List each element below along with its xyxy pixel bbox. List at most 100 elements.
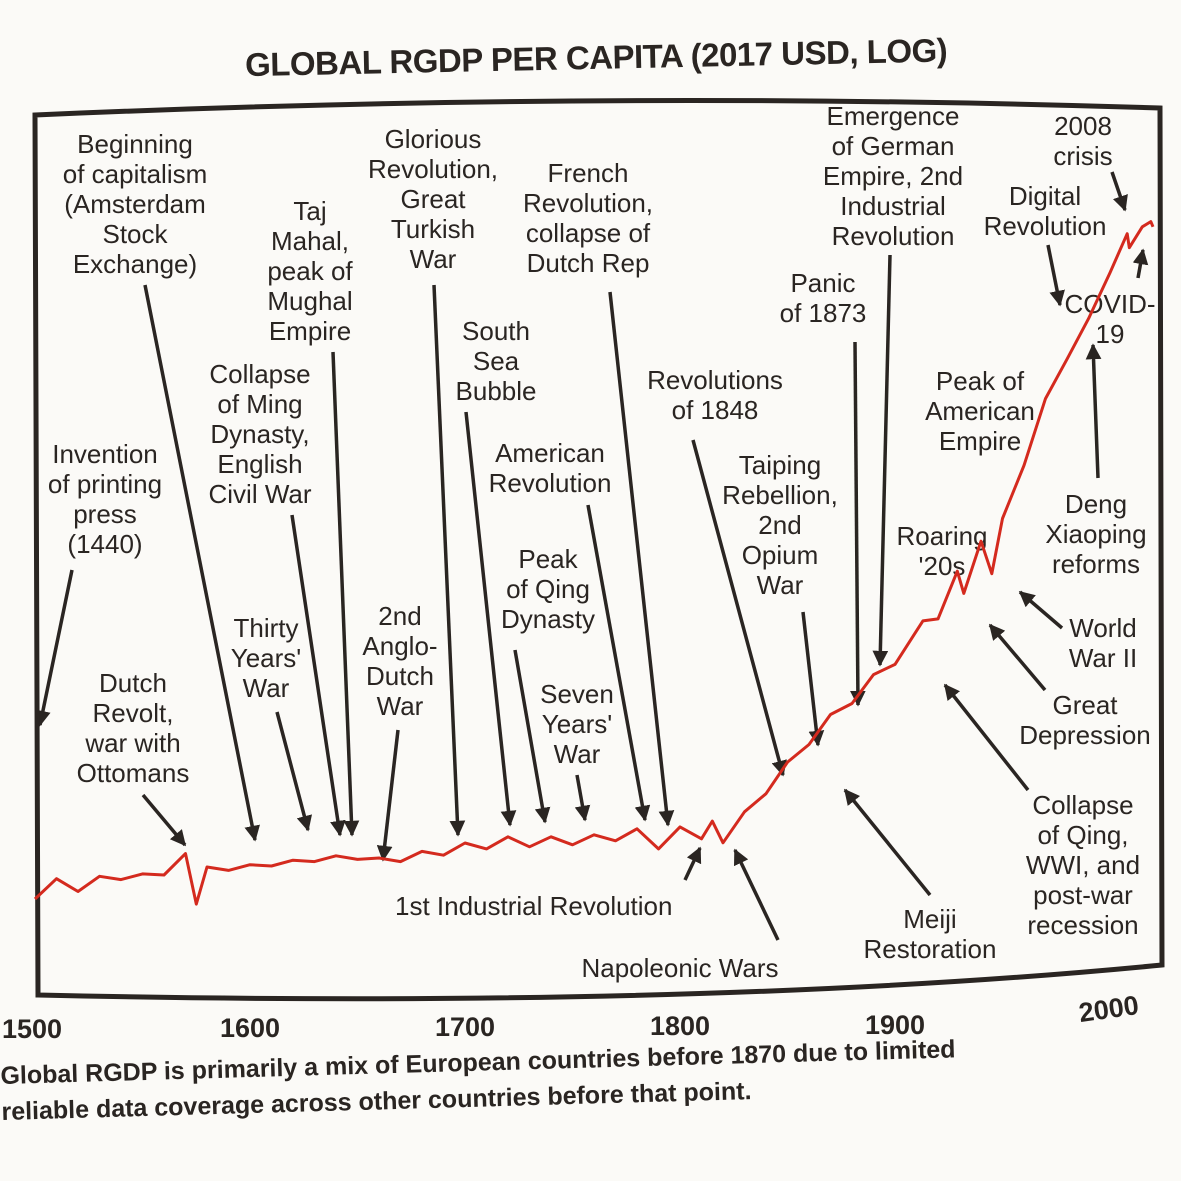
annotation-line: Peak [518,544,578,574]
annotation-line: Bubble [456,376,537,406]
annotation-line: (1440) [67,529,142,559]
annotation-line: Years' [231,643,302,673]
annotation-arrow [275,711,313,832]
annotation-line: Xiaoping [1045,519,1146,549]
annotation-line: recession [1027,910,1138,940]
annotation-line: Revolution [832,221,955,251]
annotation-line: Exchange) [73,249,197,279]
annotation-line: of printing [48,469,162,499]
annotation-line: of Qing [506,574,590,604]
annotation-line: Peak of [936,366,1025,396]
annotation-line: Great [1052,690,1118,720]
annotation-arrow [513,649,551,824]
annotation-line: Mughal [267,286,352,316]
annotation-label: World War II [1069,613,1137,673]
annotation-line: Empire [939,426,1021,456]
annotation-line: Depression [1019,720,1151,750]
annotation-arrow [1132,248,1149,279]
annotation-label: Collapse of Ming Dynasty, English Civil War [208,359,311,509]
annotation-line: of German [832,131,955,161]
annotation-line: of Qing, [1037,820,1128,850]
annotation-line: peak of [267,256,353,286]
annotation-label: Roaring '20s [896,521,987,581]
annotation-line: Revolt, [93,698,174,728]
annotation-line: War [757,570,804,600]
annotation-line: of capitalism [63,159,208,189]
annotation-line: Dynasty [501,604,595,634]
annotation-line: Dutch Rep [527,248,650,278]
annotation-line: Roaring [896,521,987,551]
annotation-label: Thirty Years' War [231,613,302,703]
x-tick-label: 1800 [650,1011,710,1041]
annotation-line: (Amsterdam [64,189,206,219]
annotation-line: American [925,396,1035,426]
annotation-label: Taiping Rebellion, 2nd Opium War [722,450,838,600]
annotation-arrow [574,774,591,822]
annotation-arrow [608,291,675,827]
annotation-line: 1st Industrial Revolution [395,891,672,921]
annotation-line: Civil War [208,479,311,509]
annotation-arrow [850,341,866,707]
annotation-line: WWI, and [1026,850,1140,880]
annotation-line: Collapse [1032,790,1133,820]
annotation-line: Collapse [209,359,310,389]
annotation-line: War [554,739,601,769]
annotation-line: post-war [1033,880,1133,910]
annotation-label: 2008 crisis [1053,111,1112,171]
annotation-label: Emergence of German Empire, 2nd Industrial R… [823,101,963,251]
annotation-label: Peak of American Empire [925,366,1035,456]
annotation-line: Revolutions [647,365,783,395]
x-tick-label: 1900 [865,1010,925,1040]
annotation-line: of Ming [217,389,302,419]
annotation-line: Dutch [99,668,167,698]
annotation-label: Great Depression [1019,690,1151,750]
annotation-arrow [143,284,260,842]
annotation-label: COVID-19 [1065,289,1156,349]
annotation-line: Meiji [903,904,956,934]
annotation-line: Empire, 2nd [823,161,963,191]
series-line [33,220,1155,906]
annotation-line: War II [1069,643,1137,673]
annotation-label: Dutch Revolt, war with Ottomans [77,668,190,788]
annotation-arrow [733,848,780,941]
annotation-label: Meiji Restoration [864,904,997,964]
annotation-line: Revolution, [523,188,653,218]
annotation-line: Glorious [385,124,482,154]
annotation-line: Rebellion, [722,480,838,510]
plot-frame [32,97,1165,1002]
annotation-arrow [1046,244,1065,307]
annotation-line: Dutch [366,661,434,691]
annotation-line: English [217,449,302,479]
annotation-line: Emergence [827,101,960,131]
annotation-label: Beginning of capitalism (Amsterdam Stock Exc… [63,129,208,279]
annotation-arrow [872,254,892,667]
annotation-line: Revolution [489,468,612,498]
annotation-line: 19 [1096,319,1125,349]
annotation-arrow [943,683,1030,792]
annotation-label: Digital Revolution [984,181,1107,241]
annotation-arrow [331,351,360,837]
annotation-line: Beginning [77,129,193,159]
annotation-label: Glorious Revolution, Great Turkish War [368,124,498,274]
annotation-arrow [843,788,932,897]
annotation-arrow [141,793,187,847]
annotation-line: Taj [293,196,326,226]
annotation-line: Thirty [234,613,299,643]
annotation-line: Digital [1009,181,1081,211]
annotation-line: War [410,244,457,274]
annotation-line: War [377,691,424,721]
x-tick-label: 1700 [435,1012,495,1042]
annotation-line: Taiping [739,450,821,480]
annotation-line: Opium [742,540,819,570]
annotation-label: American Revolution [489,438,612,498]
annotation-line: Seven [540,679,614,709]
annotation-line: Anglo- [362,631,437,661]
annotation-label: Napoleonic Wars [581,953,778,983]
annotation-label: 2nd Anglo-Dutch War [362,601,437,721]
annotation-line: Deng [1065,489,1127,519]
annotation-line: Dynasty, [210,419,309,449]
annotation-label: Panic of 1873 [780,268,867,328]
annotation-arrow [586,504,651,822]
x-tick-label: 2000 [1077,990,1141,1028]
annotation-label: Taj Mahal, peak of Mughal Empire [267,196,353,346]
